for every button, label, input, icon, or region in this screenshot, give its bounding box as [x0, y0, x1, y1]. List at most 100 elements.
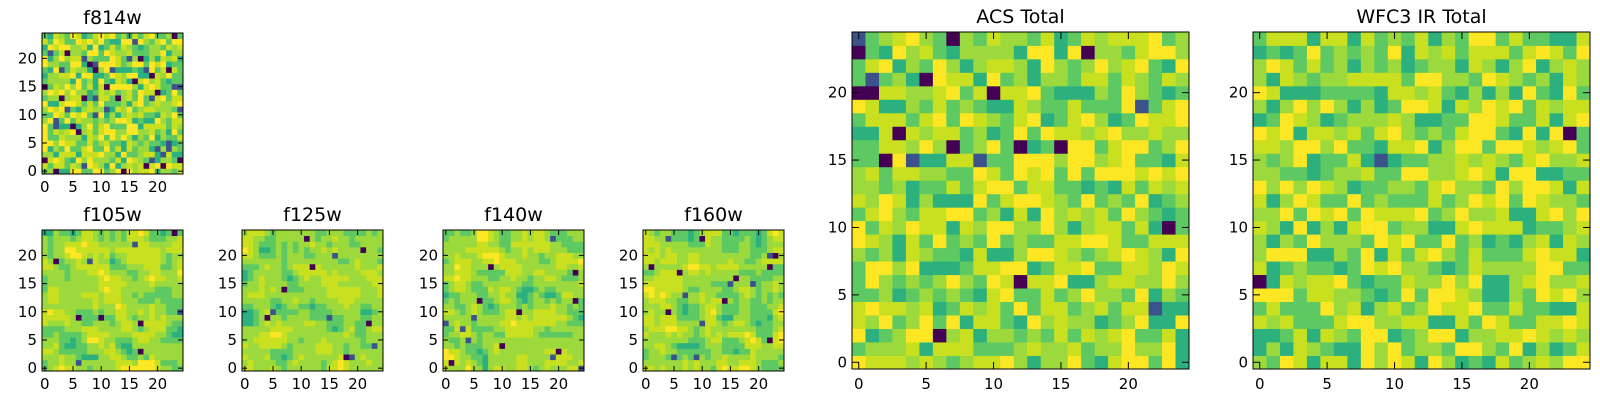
heatmap-cell	[1509, 166, 1523, 181]
heatmap-cell	[137, 359, 144, 366]
heatmap-cell	[738, 258, 745, 265]
heatmap-cell	[699, 246, 706, 253]
heatmap-cell	[567, 230, 574, 237]
heatmap-cell	[1360, 112, 1375, 127]
heatmap-cell	[354, 320, 361, 327]
heatmap-cell	[1455, 153, 1470, 168]
heatmap-cell	[505, 286, 512, 293]
heatmap-cell	[488, 325, 495, 332]
heatmap-cell	[878, 355, 893, 370]
heatmap-cell	[143, 168, 150, 175]
heatmap-cell	[332, 275, 339, 282]
heatmap-cell	[337, 359, 344, 366]
heatmap-cell	[149, 72, 156, 79]
heatmap-cell	[1401, 261, 1416, 276]
heatmap-cell	[154, 246, 161, 253]
heatmap-cell	[1054, 288, 1069, 302]
heatmap-cell	[659, 275, 666, 282]
heatmap-cell	[132, 134, 139, 141]
heatmap-cell	[149, 280, 156, 287]
heatmap-cell	[448, 292, 455, 299]
heatmap-cell	[70, 162, 77, 169]
heatmap-cell	[154, 235, 161, 242]
heatmap-cell	[64, 61, 71, 68]
heatmap-cell	[767, 241, 774, 248]
heatmap-cell	[1563, 72, 1577, 87]
heatmap-cell	[772, 241, 779, 248]
heatmap-cell	[75, 95, 82, 102]
heatmap-cell	[932, 99, 947, 114]
heatmap-cell	[919, 274, 934, 289]
heatmap-cell	[482, 365, 489, 372]
heatmap-cell	[1401, 85, 1416, 100]
heatmap-cell	[1374, 166, 1389, 181]
heatmap-cell	[505, 337, 512, 344]
heatmap-cell	[247, 331, 254, 338]
heatmap-cell	[81, 128, 88, 135]
heatmap-cell	[550, 308, 557, 315]
heatmap-cell	[755, 252, 762, 259]
heatmap-cell	[567, 263, 574, 270]
heatmap-cell	[744, 258, 751, 265]
heatmap-cell	[682, 230, 689, 237]
heatmap-cell	[932, 274, 947, 289]
heatmap-cell	[488, 320, 495, 327]
heatmap-cell	[1576, 274, 1591, 289]
heatmap-cell	[567, 365, 574, 372]
heatmap-cell	[126, 145, 133, 152]
heatmap-cell	[538, 337, 545, 344]
heatmap-cell	[371, 275, 378, 282]
heatmap-cell	[721, 331, 728, 338]
heatmap-cell	[1081, 180, 1096, 195]
heatmap-cell	[946, 315, 961, 329]
heatmap-cell	[1094, 315, 1109, 329]
heatmap-cell	[448, 303, 455, 310]
heatmap-cell	[126, 292, 133, 299]
heatmap-cell	[643, 241, 650, 248]
heatmap-cell	[1121, 247, 1136, 262]
heatmap-cell	[1094, 274, 1109, 289]
heatmap-cell	[459, 241, 466, 248]
heatmap-cell	[1509, 153, 1523, 168]
heatmap-cell	[109, 44, 116, 51]
heatmap-cell	[1414, 315, 1429, 329]
heatmap-cell	[104, 117, 111, 124]
heatmap-cell	[137, 55, 144, 62]
heatmap-cell	[120, 106, 127, 113]
heatmap-cell	[567, 348, 574, 355]
heatmap-cell	[337, 314, 344, 321]
heatmap-cell	[772, 252, 779, 259]
heatmap-cell	[70, 83, 77, 90]
heatmap-cell	[366, 275, 373, 282]
heatmap-cell	[682, 365, 689, 372]
heatmap-cell	[247, 235, 254, 242]
heatmap-cell	[973, 99, 988, 114]
heatmap-cell	[1000, 72, 1015, 87]
heatmap-cell	[738, 365, 745, 372]
heatmap-cell	[527, 348, 534, 355]
heatmap-cell	[499, 258, 506, 265]
heatmap-cell	[115, 365, 122, 372]
heatmap-cell	[70, 100, 77, 107]
heatmap-cell	[721, 252, 728, 259]
heatmap-cell	[126, 123, 133, 130]
heatmap-cell	[1482, 166, 1497, 181]
heatmap-cell	[1266, 58, 1281, 73]
heatmap-cell	[1266, 301, 1281, 316]
heatmap-cell	[337, 365, 344, 372]
heatmap-cell	[315, 303, 322, 310]
heatmap-cell	[1148, 220, 1163, 235]
heatmap-cell	[275, 342, 282, 349]
heatmap-cell	[1027, 193, 1042, 208]
heatmap-cell	[1293, 85, 1308, 100]
heatmap-cell	[115, 280, 122, 287]
heatmap-cell	[58, 123, 65, 130]
heatmap-cell	[443, 269, 450, 276]
heatmap-cell	[533, 263, 540, 270]
heatmap-cell	[892, 315, 907, 329]
heatmap-cell	[555, 342, 562, 349]
heatmap-cell	[75, 123, 82, 130]
heatmap-cell	[959, 112, 974, 127]
heatmap-cell	[64, 49, 71, 56]
